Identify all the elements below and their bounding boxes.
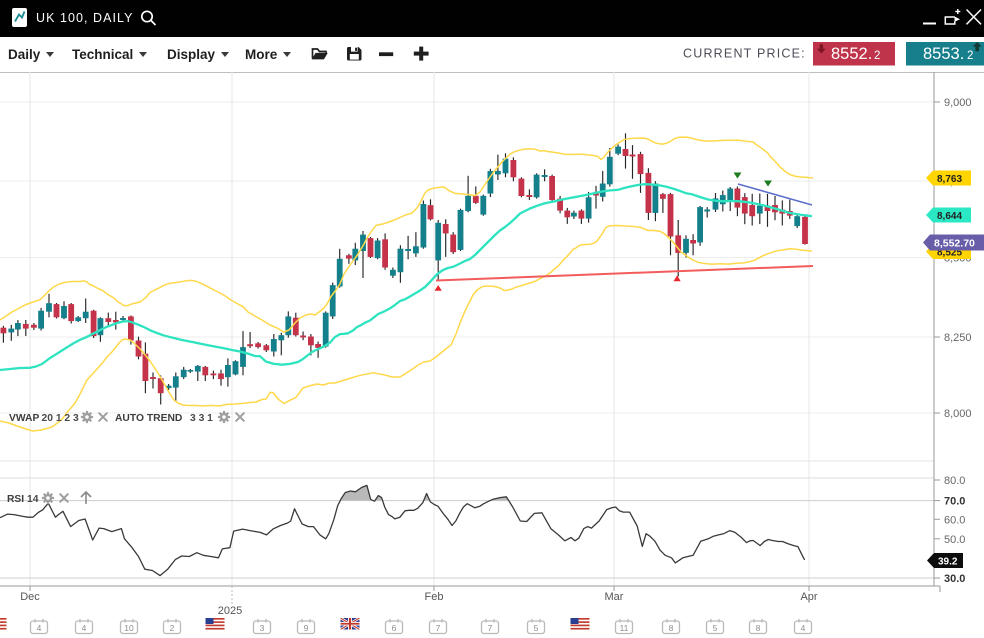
svg-text:8,525: 8,525 <box>937 247 962 258</box>
svg-text:3: 3 <box>260 623 265 633</box>
svg-text:Mar: Mar <box>605 591 624 603</box>
svg-text:8553.: 8553. <box>923 45 964 63</box>
svg-text:70.0: 70.0 <box>944 496 965 508</box>
svg-text:39.2: 39.2 <box>938 556 958 567</box>
svg-text:AUTO TREND: AUTO TREND <box>115 413 182 424</box>
svg-text:6: 6 <box>392 623 397 633</box>
svg-text:Dec: Dec <box>20 591 40 603</box>
svg-text:CURRENT PRICE:: CURRENT PRICE: <box>683 47 806 61</box>
svg-text:7: 7 <box>436 623 441 633</box>
svg-text:60.0: 60.0 <box>944 514 965 526</box>
svg-text:80.0: 80.0 <box>944 475 965 487</box>
svg-text:5: 5 <box>713 623 718 633</box>
svg-text:8,000: 8,000 <box>944 408 972 420</box>
svg-text:20 1 2 3: 20 1 2 3 <box>42 413 79 424</box>
svg-text:2025: 2025 <box>218 605 242 617</box>
svg-text:7: 7 <box>488 623 493 633</box>
svg-text:Apr: Apr <box>800 591 817 603</box>
svg-text:10: 10 <box>124 623 134 633</box>
svg-text:Feb: Feb <box>425 591 444 603</box>
svg-text:5: 5 <box>534 623 539 633</box>
svg-text:8,552.70: 8,552.70 <box>934 237 975 249</box>
svg-text:8552.: 8552. <box>831 45 872 63</box>
svg-text:3 3 1: 3 3 1 <box>190 413 213 424</box>
svg-text:2: 2 <box>967 50 973 62</box>
svg-text:8,644: 8,644 <box>937 211 962 222</box>
svg-text:UK 100, DAILY: UK 100, DAILY <box>36 11 134 25</box>
svg-text:4: 4 <box>801 623 806 633</box>
svg-text:VWAP: VWAP <box>9 413 39 424</box>
svg-text:50.0: 50.0 <box>944 534 965 546</box>
svg-text:8,250: 8,250 <box>944 332 972 344</box>
svg-text:9: 9 <box>304 623 309 633</box>
svg-text:11: 11 <box>620 623 629 633</box>
svg-text:9,000: 9,000 <box>944 97 972 109</box>
svg-text:14: 14 <box>27 494 39 505</box>
svg-text:2: 2 <box>170 623 175 633</box>
svg-text:4: 4 <box>37 623 42 633</box>
svg-text:RSI: RSI <box>7 494 24 505</box>
svg-text:4: 4 <box>82 623 87 633</box>
svg-text:8: 8 <box>669 623 674 633</box>
svg-text:30.0: 30.0 <box>944 573 965 585</box>
svg-text:2: 2 <box>874 50 880 62</box>
svg-text:8,763: 8,763 <box>937 174 962 185</box>
svg-text:8: 8 <box>756 623 761 633</box>
